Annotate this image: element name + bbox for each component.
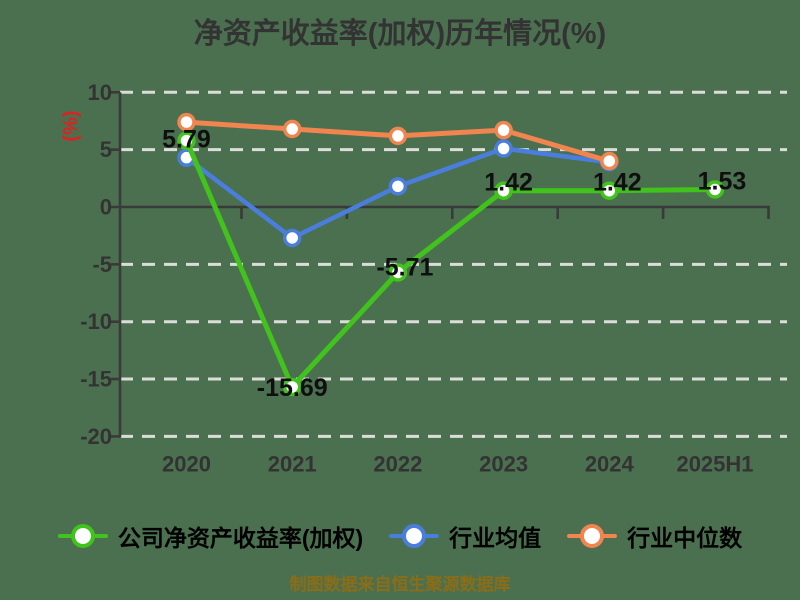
data-label: 1.53 — [698, 167, 747, 195]
svg-text:5: 5 — [100, 137, 112, 162]
industry-average-point-marker — [494, 139, 513, 158]
svg-text:2022: 2022 — [373, 452, 422, 477]
svg-text:-10: -10 — [80, 309, 112, 334]
y-axis-title: (%) — [60, 110, 82, 141]
industry-median-series-marker-icon — [567, 523, 618, 549]
company-roe-point-marker — [600, 181, 619, 200]
industry-median-point-marker — [388, 126, 408, 146]
company-roe-point-marker — [494, 181, 513, 200]
svg-text:2020: 2020 — [162, 452, 211, 477]
svg-text:-15: -15 — [80, 367, 112, 392]
svg-text:0: 0 — [100, 195, 112, 220]
legend-label-industry-average: 行业均值 — [449, 525, 542, 551]
series-industry-median — [177, 112, 619, 171]
legend-label-industry-median: 行业中位数 — [627, 525, 743, 551]
x-tick-labels: 2020 2021 2022 2023 2024 2025H1 — [162, 452, 754, 477]
legend-item-company: 公司净资产收益率(加权) — [57, 519, 364, 553]
legend-label-company: 公司净资产收益率(加权) — [117, 525, 364, 551]
y-tick-labels: 10 5 0 -5 -10 -15 -20 — [80, 80, 112, 449]
svg-text:2021: 2021 — [268, 452, 317, 477]
industry-average-point-marker — [282, 228, 302, 248]
svg-text:2023: 2023 — [479, 452, 528, 477]
industry-median-point-marker — [494, 120, 513, 140]
data-source-note: 制图数据来自恒生聚源数据库 — [289, 575, 511, 594]
series-industry-average — [177, 139, 619, 248]
company-roe-value-labels: 5.79 -15.69 -5.71 1.42 1.42 1.53 — [162, 126, 746, 402]
industry-median-point-marker — [177, 112, 196, 132]
svg-text:2025H1: 2025H1 — [676, 452, 753, 477]
gridlines — [120, 90, 787, 438]
chart-title: 净资产收益率(加权)历年情况(%) — [193, 18, 607, 50]
svg-text:-5: -5 — [92, 252, 112, 277]
data-label: -5.71 — [376, 253, 433, 281]
legend-item-industry-median: 行业中位数 — [567, 519, 742, 553]
company-roe-point-marker — [282, 377, 302, 397]
company-roe-point-marker — [177, 131, 196, 150]
chart-legend: 公司净资产收益率(加权) 行业均值 行业中位数 — [0, 518, 800, 554]
industry-median-point-marker — [600, 151, 619, 171]
industry-average-point-marker — [388, 177, 408, 196]
company-series-marker-icon — [57, 523, 108, 549]
data-label: 1.42 — [484, 169, 533, 197]
data-label: -15.69 — [257, 374, 328, 402]
company-roe-point-marker — [388, 263, 408, 282]
industry-average-series-marker-icon — [389, 523, 440, 549]
legend-item-industry-average: 行业均值 — [389, 519, 541, 553]
data-label: 5.79 — [162, 126, 211, 154]
axes — [111, 91, 770, 438]
data-label: 1.42 — [593, 169, 642, 197]
svg-text:-20: -20 — [80, 424, 112, 449]
industry-median-point-marker — [282, 119, 302, 139]
svg-text:2024: 2024 — [585, 452, 635, 477]
svg-text:10: 10 — [88, 80, 112, 105]
series-company-roe — [177, 131, 725, 397]
company-roe-point-marker — [705, 180, 725, 199]
